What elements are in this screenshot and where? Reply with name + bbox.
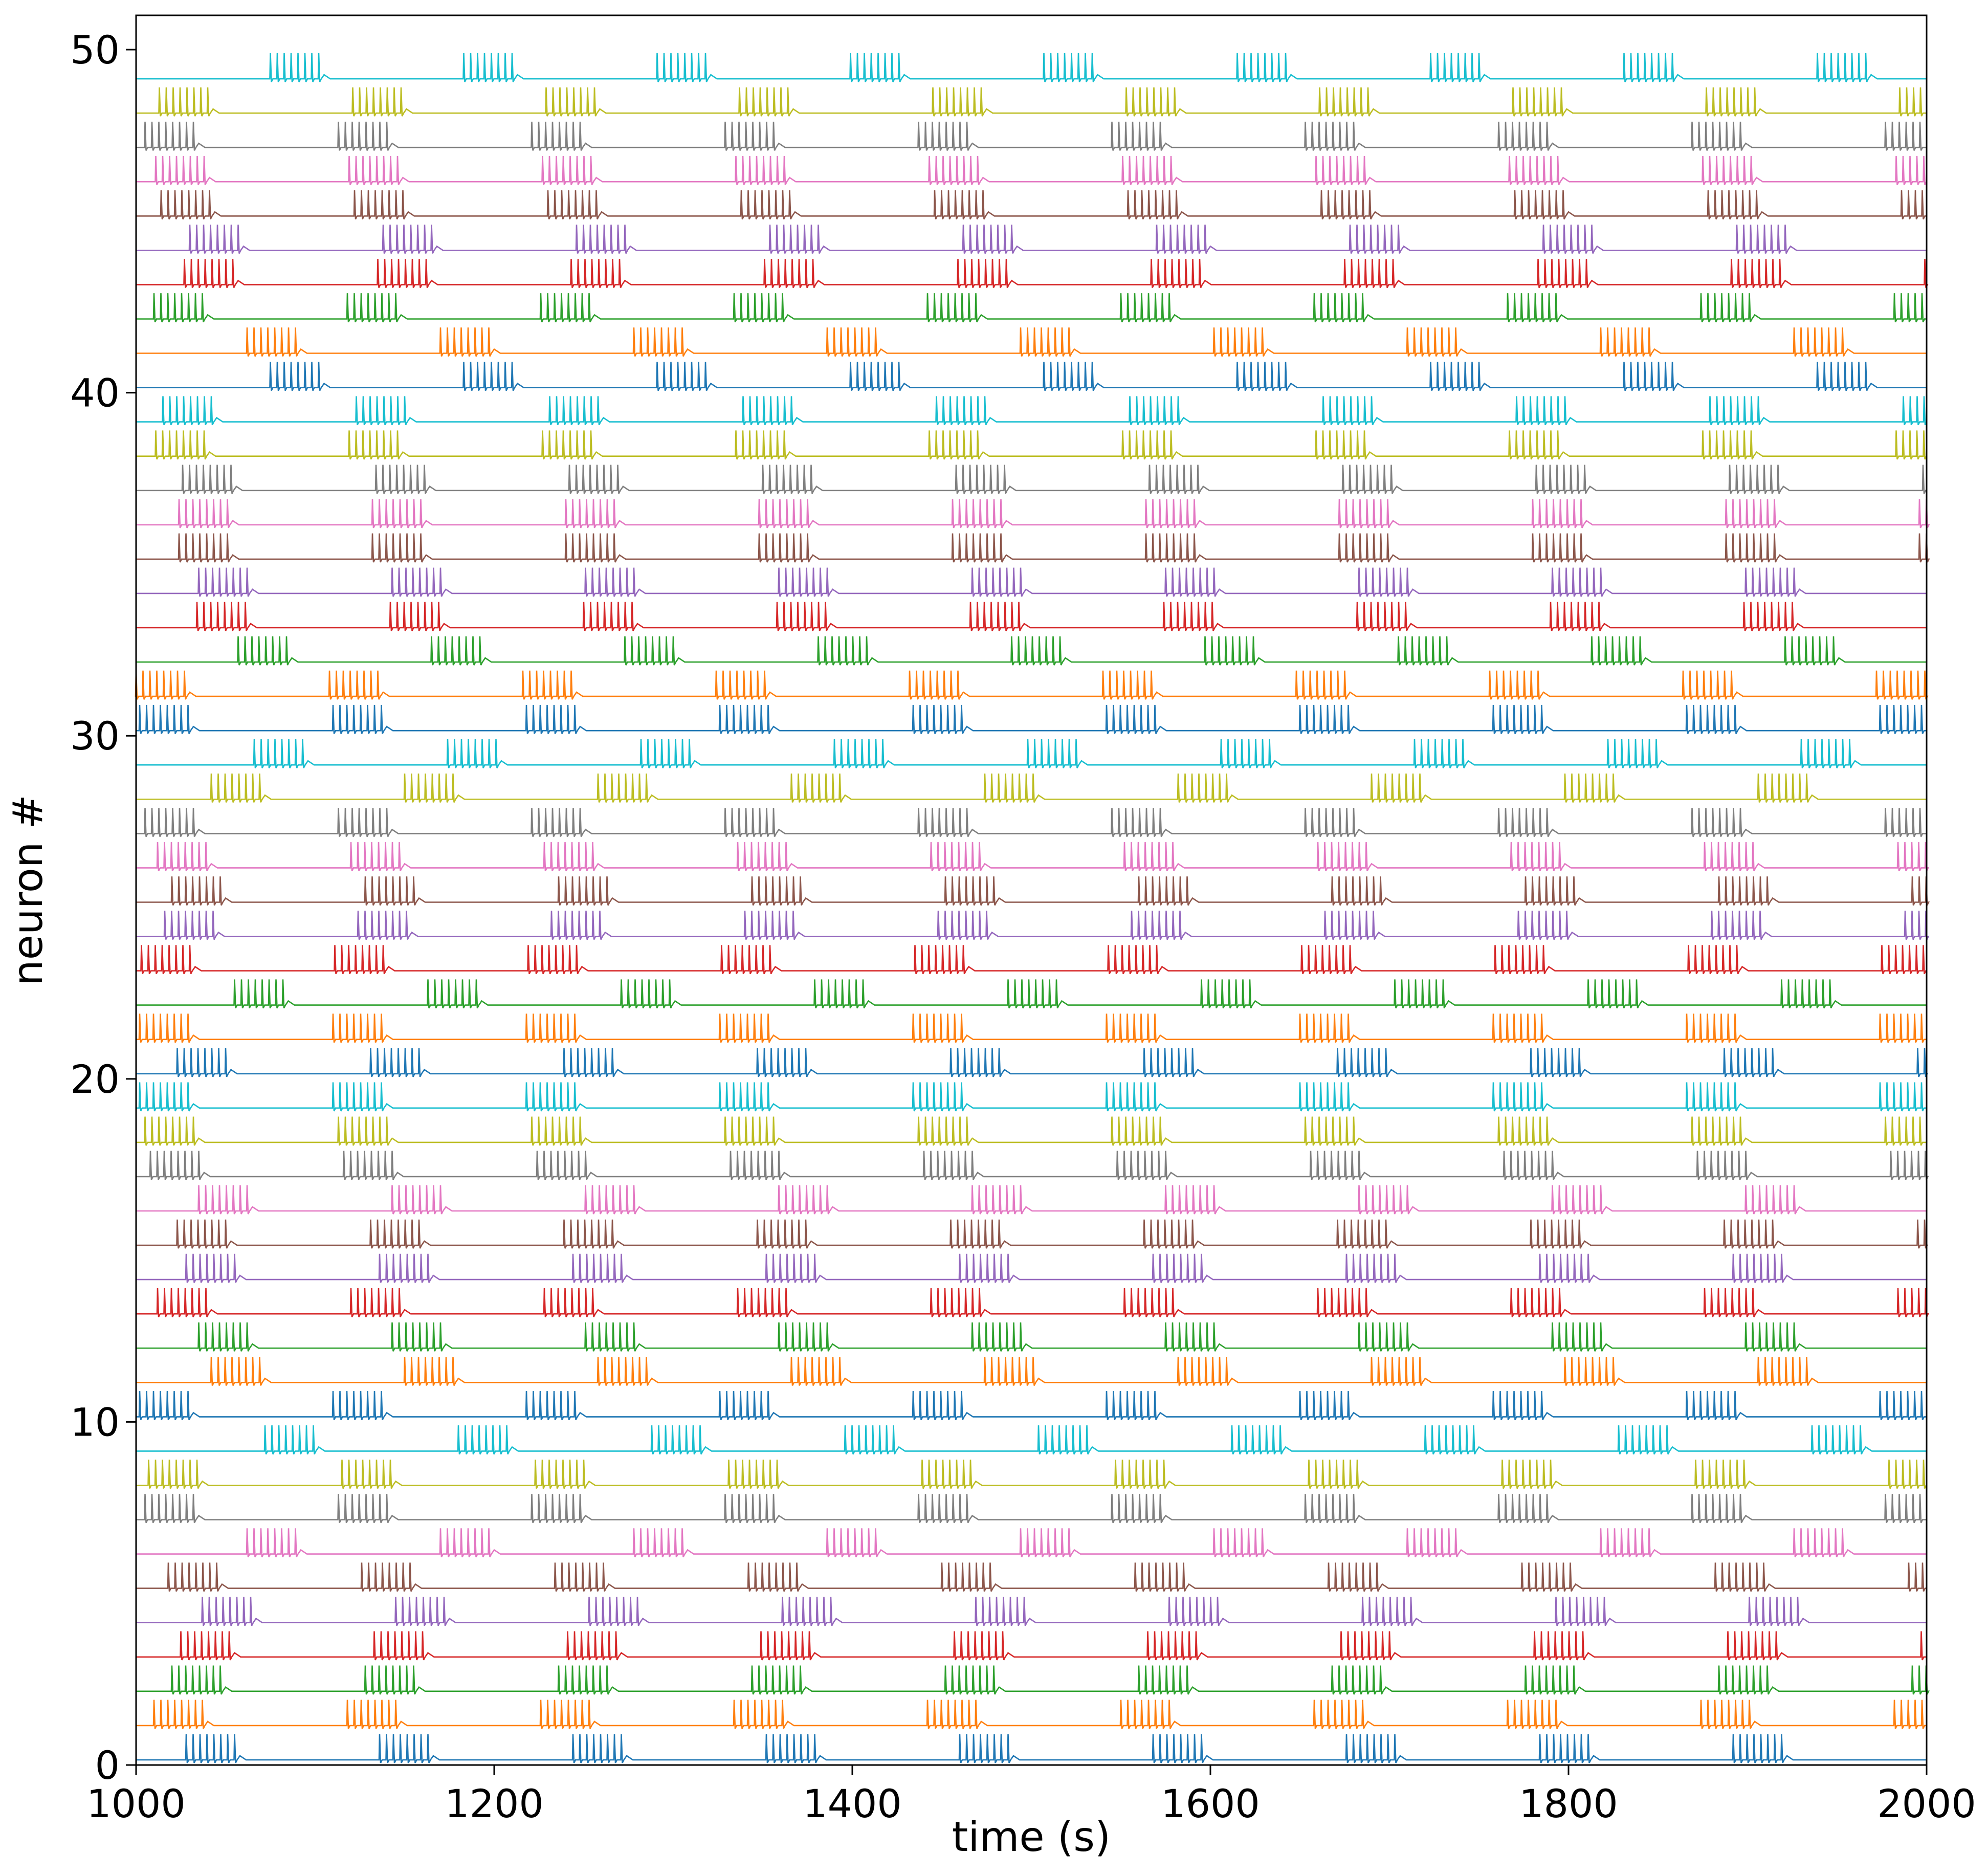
y-axis-label: neuron # [4, 795, 52, 986]
neuron-trace-40 [136, 362, 1927, 391]
neuron-trace-45 [136, 190, 1927, 219]
neuron-trace-43 [136, 259, 1929, 288]
neuron-trace-29 [136, 739, 1927, 768]
neuron-trace-36 [136, 499, 1930, 528]
neuron-trace-14 [136, 1253, 1927, 1283]
neuron-trace-44 [136, 225, 1927, 254]
neuron-trace-32 [136, 636, 1927, 666]
neuron-trace-28 [136, 773, 1927, 803]
neuron-trace-27 [136, 808, 1927, 837]
neuron-trace-23 [136, 945, 1927, 975]
y-axis: 0 10 20 30 40 50 [70, 27, 136, 1788]
neuron-trace-24 [136, 911, 1930, 940]
neuron-trace-21 [136, 1013, 1927, 1043]
neuron-trace-41 [136, 327, 1927, 357]
neuron-trace-35 [136, 533, 1930, 563]
neuron-trace-11 [136, 1356, 1927, 1386]
neuron-trace-4 [136, 1597, 1927, 1626]
neuron-trace-25 [136, 876, 1930, 906]
neuron-trace-39 [136, 396, 1928, 426]
y-tick-label: 30 [70, 713, 120, 759]
plot-frame [135, 14, 1928, 1766]
neuron-trace-2 [136, 1665, 1930, 1695]
neuron-trace-5 [136, 1562, 1927, 1592]
neuron-trace-42 [136, 293, 1927, 323]
neuron-trace-37 [136, 465, 1927, 494]
y-tick-label: 50 [70, 27, 120, 73]
neuron-trace-31 [135, 670, 1929, 700]
neuron-trace-10 [136, 1391, 1927, 1420]
neuron-trace-17 [136, 1151, 1929, 1180]
neuron-trace-0 [136, 1734, 1927, 1763]
y-tick-label: 20 [70, 1056, 120, 1102]
x-tick-label: 2000 [1877, 1781, 1976, 1826]
x-axis-label: time (s) [952, 1813, 1111, 1861]
neuron-trace-7 [136, 1494, 1927, 1524]
neuron-trace-13 [136, 1288, 1930, 1317]
y-tick-label: 10 [70, 1399, 120, 1445]
y-tick-label: 0 [95, 1742, 120, 1788]
neuron-trace-19 [136, 1082, 1927, 1112]
neuron-trace-47 [136, 121, 1927, 151]
x-axis: 1000 1200 1400 1600 1800 2000 [86, 1765, 1976, 1826]
x-tick-label: 1400 [803, 1781, 901, 1826]
x-tick-label: 1200 [445, 1781, 543, 1826]
neuron-traces [135, 53, 1930, 1763]
neuron-trace-46 [136, 156, 1927, 185]
neuron-trace-49 [136, 53, 1927, 82]
neuron-trace-38 [136, 430, 1927, 460]
neuron-trace-1 [136, 1700, 1927, 1729]
x-tick-label: 1000 [86, 1781, 185, 1826]
y-tick-label: 40 [70, 370, 120, 416]
neuron-trace-18 [136, 1116, 1927, 1146]
neuron-trace-3 [136, 1631, 1927, 1661]
neuron-trace-8 [136, 1460, 1927, 1489]
neuron-trace-20 [136, 1048, 1929, 1077]
neuron-trace-6 [136, 1528, 1927, 1558]
neuron-trace-16 [136, 1185, 1927, 1215]
neuron-trace-9 [136, 1425, 1927, 1454]
x-tick-label: 1600 [1161, 1781, 1260, 1826]
neuron-trace-33 [136, 602, 1927, 631]
neuron-trace-15 [136, 1219, 1929, 1249]
neuron-trace-12 [136, 1322, 1927, 1352]
neuron-trace-30 [136, 704, 1927, 734]
neuron-trace-26 [136, 842, 1930, 871]
neuron-trace-48 [136, 87, 1927, 117]
neuron-trace-22 [136, 979, 1927, 1009]
x-tick-label: 1800 [1519, 1781, 1618, 1826]
neuron-trace-34 [136, 567, 1927, 597]
